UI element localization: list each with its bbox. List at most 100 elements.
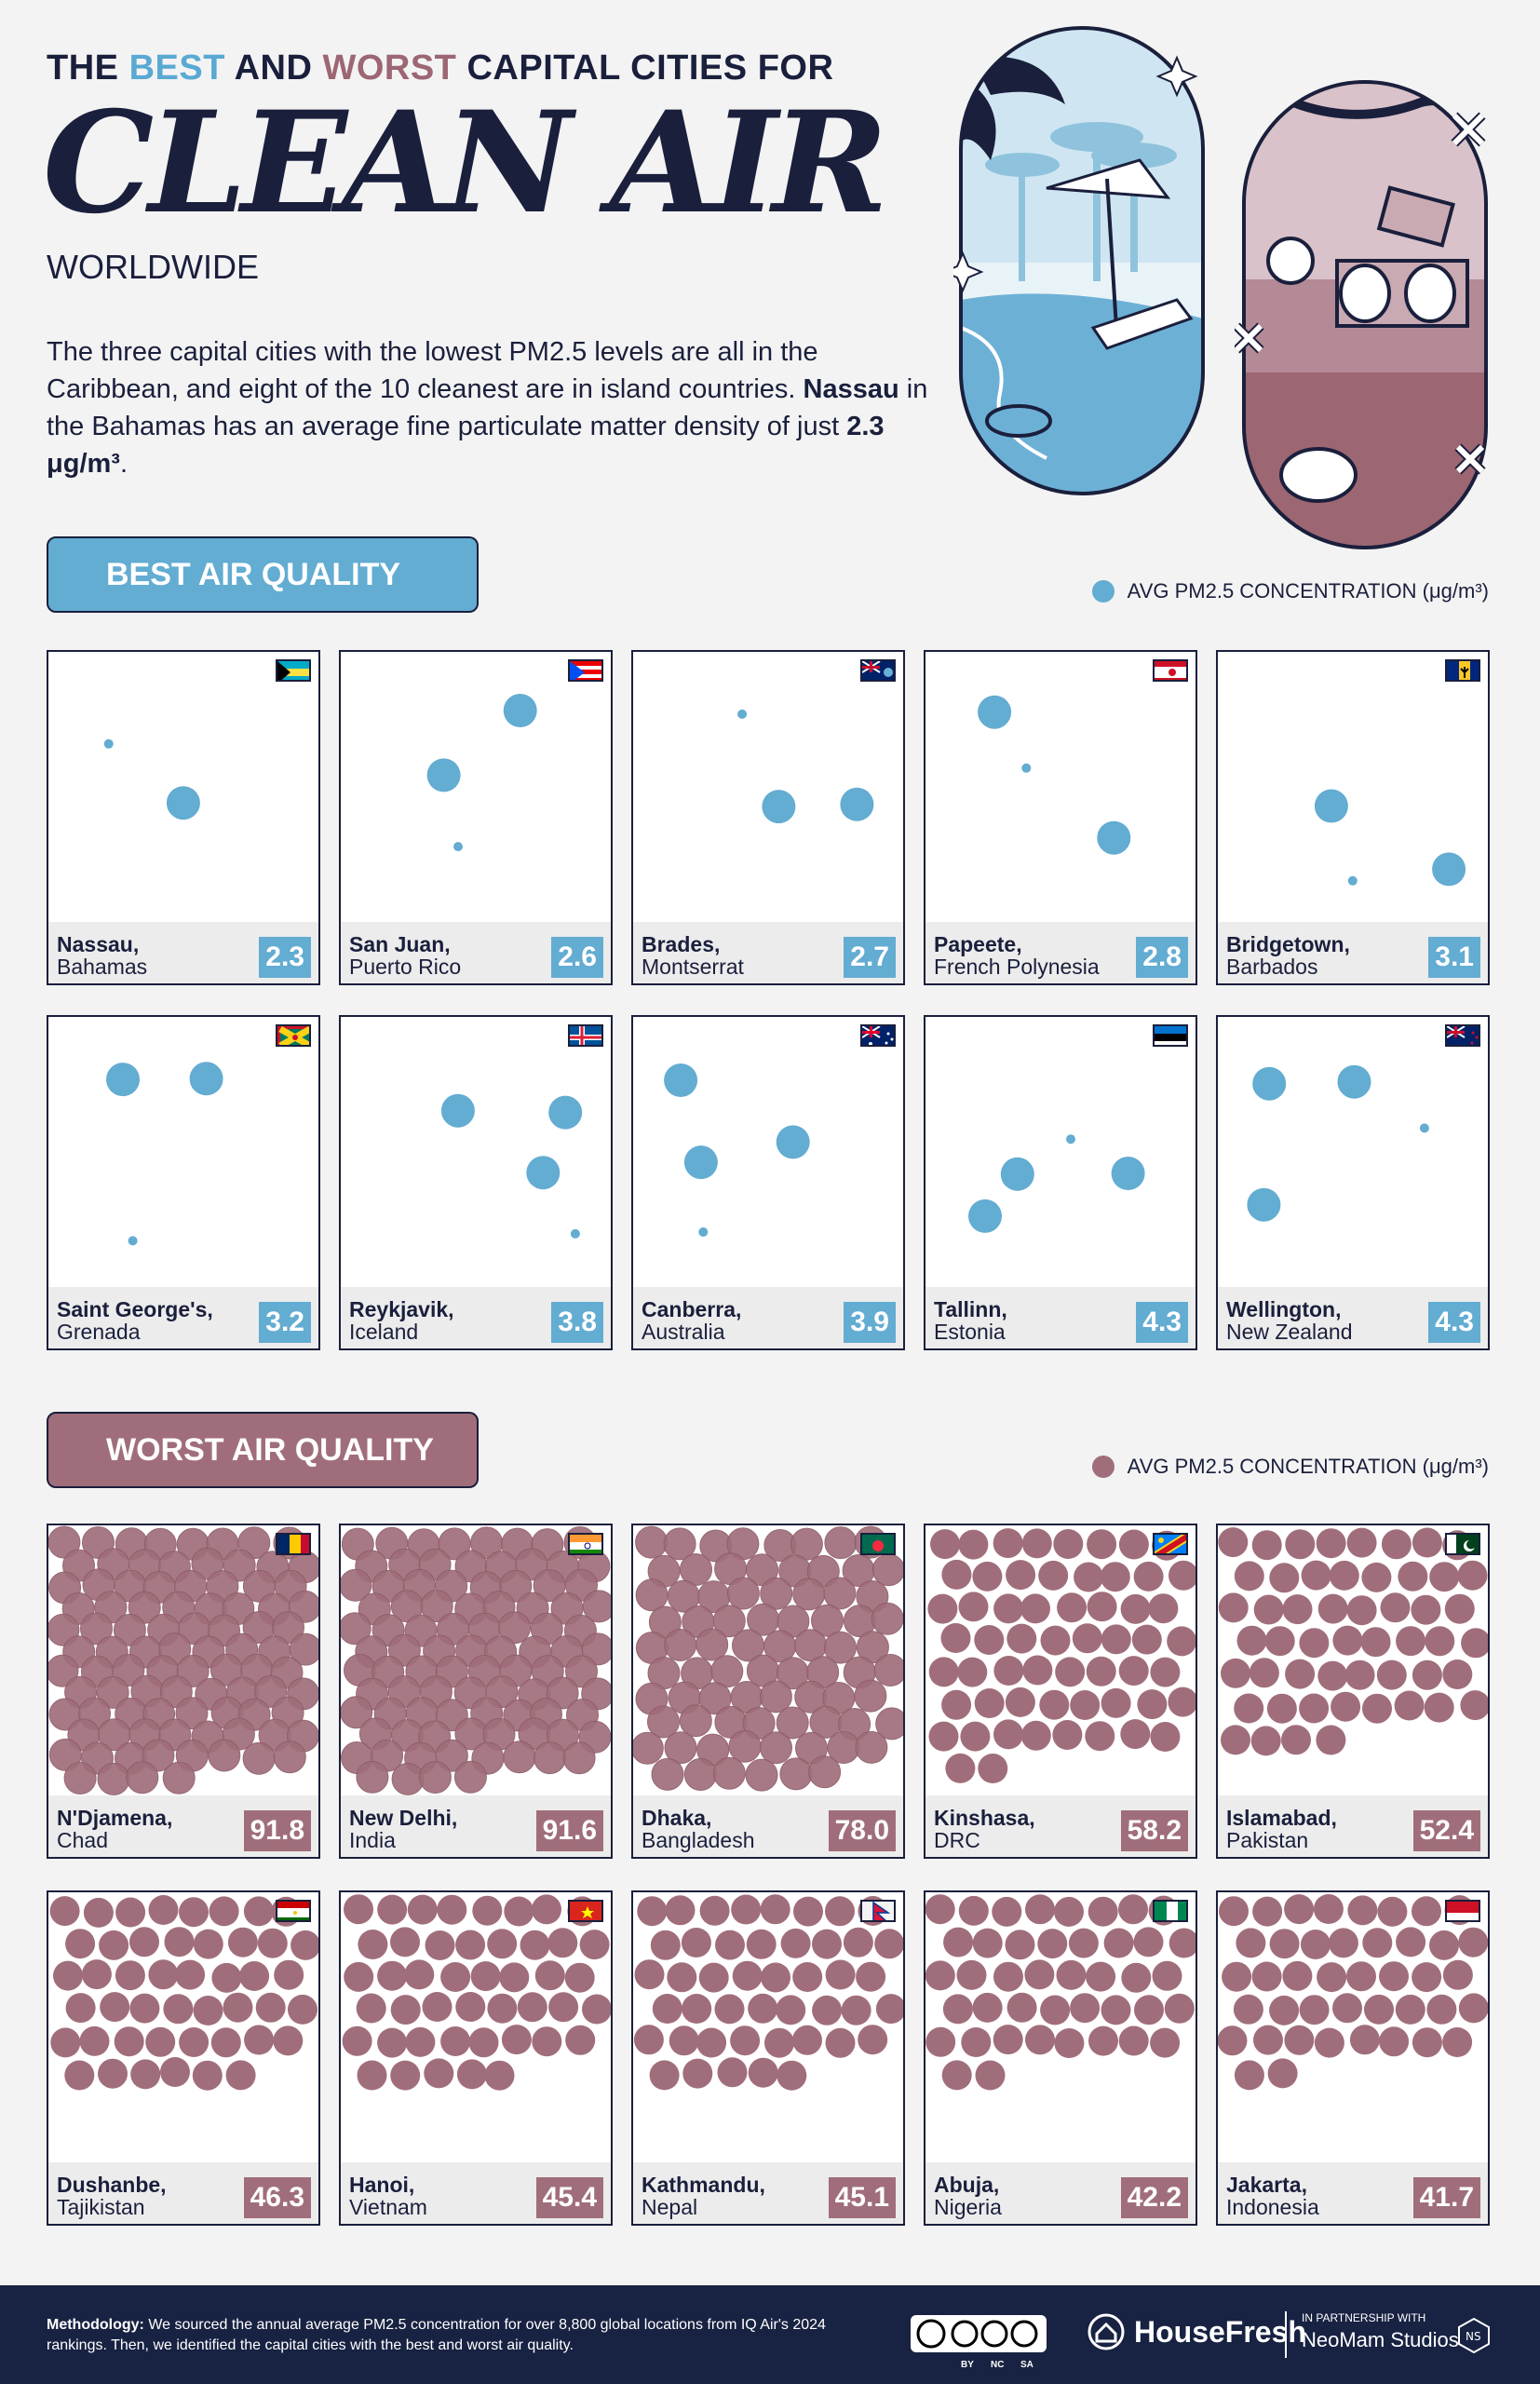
country-name: Estonia [934,1320,1006,1344]
pm25-particle [239,1961,270,1991]
pm25-particle [746,1929,777,1959]
pm25-particle [875,1994,903,2025]
pm25-particle [455,1992,486,2022]
pm25-particle [1118,2025,1149,2056]
pm25-particle [1458,1993,1488,2024]
pm25-particle [579,1930,610,1960]
pm25-particle [1396,1927,1426,1957]
pm25-particle [175,1959,206,1990]
pm25-particle [211,1962,242,1993]
pm25-particle [564,1962,595,1993]
pm25-particle [1247,1187,1281,1222]
pm25-particle [993,2025,1023,2055]
pm25-particle [1442,2027,1473,2057]
pm25-particle [972,1561,1003,1592]
pm25-particle [565,2025,596,2055]
pm25-particle [1444,1593,1475,1624]
new-zealand-flag-icon [1445,1024,1480,1047]
country-name: New Zealand [1226,1320,1353,1344]
pm25-particle [1461,1628,1488,1659]
pm25-particle [114,2026,144,2057]
pm25-particle [956,1959,987,1990]
pm25-particle [1332,1625,1363,1656]
kicker-mid: AND [224,48,323,88]
pm25-particle [759,1680,792,1714]
pm25-particle [548,1095,583,1130]
pm25-particle [664,1629,697,1661]
pm25-particle [64,2060,95,2091]
pm25-particle [1006,1992,1037,2023]
pm25-particle [1285,1659,1316,1689]
pm25-particle [1233,1994,1263,2025]
country-name: Nigeria [934,2195,1002,2219]
pm25-particle [943,1927,974,1957]
license-sa: SA [1020,2360,1033,2370]
pm25-particle [1072,1623,1102,1654]
pm25-particle [470,1961,501,1992]
methodology-text: We sourced the annual average PM2.5 conc… [47,2317,826,2353]
pm25-particle [1005,1686,1035,1717]
pm25-particle [1068,1928,1099,1958]
pm25-particle [99,1930,129,1960]
country-name: Chad [57,1828,108,1852]
city-name: Abuja, [934,2173,1000,2197]
pm25-particle [1252,1066,1287,1101]
pm25-particle [1039,1689,1070,1720]
city-name: San Juan, [349,932,451,956]
pm25-particle [1432,852,1466,887]
pm25-particle [341,1612,371,1646]
pm25-particle [717,2057,748,2088]
pm25-particle [873,1654,903,1686]
pm25-particle [975,2060,1006,2091]
worst-section-label: WORST AIR QUALITY [47,1412,479,1488]
pm25-particle [941,2060,972,2091]
pm25-particle [48,1654,79,1687]
best-city-card: Nassau, Bahamas 2.3 [47,650,320,985]
pm25-particle [1057,1592,1087,1623]
country-name: Montserrat [642,955,744,979]
pm25-particle [1429,1562,1460,1592]
pm25-particle [664,1063,698,1097]
pm25-particle [698,1962,729,1993]
pm25-particle [875,1707,903,1741]
worst-city-card: Dhaka, Bangladesh 78.0 [631,1524,905,1859]
pm25-particle [80,1612,113,1646]
pm25-particle [1025,1894,1055,1925]
partner-name: NeoMam Studios [1302,2328,1459,2351]
pm25-value-badge: 46.3 [243,2177,311,2218]
pm25-particle [1251,1530,1282,1561]
particle-dots [968,1134,1145,1233]
city-name: Nassau, [57,932,140,956]
pm25-particle [534,1741,566,1775]
pm25-particle [1299,1628,1330,1659]
pm25-particle [1269,1995,1300,2025]
particle-dots [426,694,537,852]
pm25-particle [1252,1896,1283,1927]
pm25-particle [1394,1690,1425,1721]
pm25-particle [1249,1658,1279,1688]
pm25-particle [669,2025,699,2056]
pm25-particle [1364,1994,1394,2025]
pm25-particle [1380,1592,1411,1623]
pm25-particle [208,1739,241,1772]
particle-dots [440,1093,583,1239]
pm25-particle [1118,1656,1149,1686]
pm25-particle [715,1930,745,1960]
pm25-particle [1424,1692,1454,1723]
best-city-card: Saint George's, Grenada 3.2 [47,1015,320,1350]
pm25-particle [993,1528,1023,1559]
pm25-particle [812,1995,843,2025]
pm25-particle [534,1960,565,1991]
pm25-particle [1396,1626,1426,1657]
pm25-particle [453,1760,487,1794]
pm25-particle [160,2057,190,2087]
pm25-particle [993,1593,1024,1624]
pm25-particle [1284,1894,1315,1925]
pm25-particle [635,1525,669,1559]
chad-flag-icon [276,1533,311,1555]
particle-dots [927,1528,1196,1783]
pm25-particle [405,2026,436,2057]
country-name: Iceland [349,1320,419,1344]
pm25-particle [1134,1995,1164,2025]
pm25-particle [710,1655,744,1688]
